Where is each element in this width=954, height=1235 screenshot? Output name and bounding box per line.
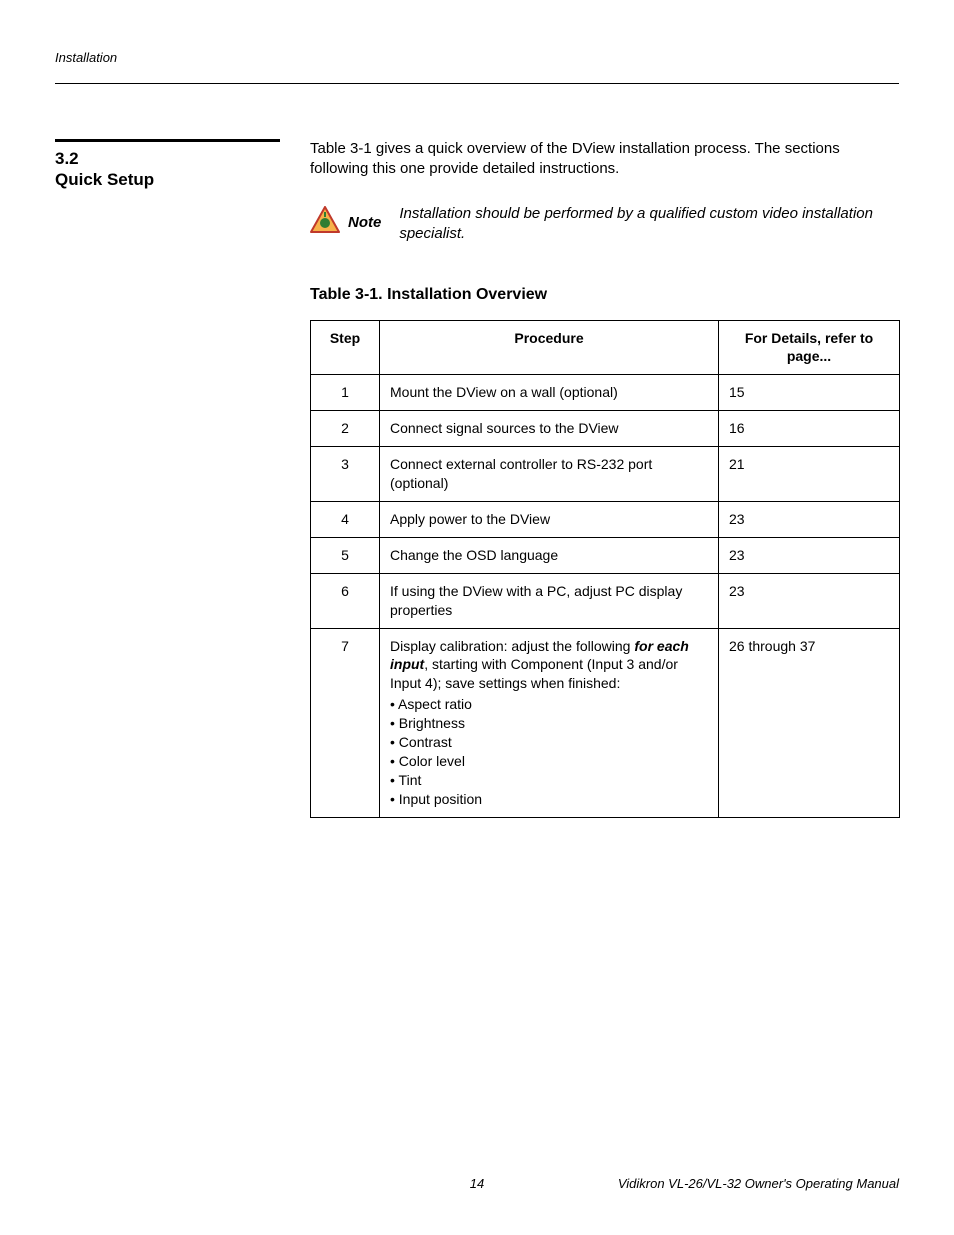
- col-step: Step: [311, 320, 380, 375]
- table-row: 7 Display calibration: adjust the follow…: [311, 628, 900, 817]
- procedure-complex: Display calibration: adjust the followin…: [390, 637, 708, 809]
- note-icon-group: Note: [310, 202, 381, 240]
- table-header-row: Step Procedure For Details, refer to pag…: [311, 320, 900, 375]
- table-row: 3 Connect external controller to RS-232 …: [311, 447, 900, 502]
- cell-step: 4: [311, 501, 380, 537]
- cell-details: 21: [719, 447, 900, 502]
- cell-details: 15: [719, 375, 900, 411]
- table-caption: Table 3-1. Installation Overview: [310, 284, 900, 306]
- proc-bullet: Brightness: [390, 714, 708, 733]
- page-footer: 14 Vidikron VL-26/VL-32 Owner's Operatin…: [55, 1176, 899, 1191]
- proc-bullet: Color level: [390, 752, 708, 771]
- cell-procedure: Connect external controller to RS-232 po…: [380, 447, 719, 502]
- cell-procedure: Change the OSD language: [380, 537, 719, 573]
- cell-procedure: If using the DView with a PC, adjust PC …: [380, 573, 719, 628]
- cell-procedure: Display calibration: adjust the followin…: [380, 628, 719, 817]
- header-rule: [55, 83, 899, 84]
- note-icon: [310, 206, 340, 240]
- table-row: 4 Apply power to the DView 23: [311, 501, 900, 537]
- page-number: 14: [470, 1176, 484, 1191]
- table-row: 5 Change the OSD language 23: [311, 537, 900, 573]
- cell-step: 6: [311, 573, 380, 628]
- section-title: Quick Setup: [55, 169, 300, 190]
- col-procedure: Procedure: [380, 320, 719, 375]
- installation-table: Step Procedure For Details, refer to pag…: [310, 320, 900, 818]
- col-details: For Details, refer to page...: [719, 320, 900, 375]
- cell-details: 26 through 37: [719, 628, 900, 817]
- section-number: 3.2: [55, 148, 300, 169]
- cell-details: 23: [719, 573, 900, 628]
- cell-details: 23: [719, 537, 900, 573]
- cell-details: 16: [719, 411, 900, 447]
- note-text: Installation should be performed by a qu…: [399, 202, 900, 245]
- cell-procedure: Mount the DView on a wall (optional): [380, 375, 719, 411]
- manual-title: Vidikron VL-26/VL-32 Owner's Operating M…: [618, 1176, 899, 1191]
- proc-bullet: Tint: [390, 771, 708, 790]
- page: Installation 3.2 Quick Setup Table 3-1 g…: [0, 0, 954, 1235]
- proc-lead-post: , starting with Component (Input 3 and/o…: [390, 656, 678, 691]
- section-sidebar: 3.2 Quick Setup: [55, 139, 310, 191]
- table-row: 1 Mount the DView on a wall (optional) 1…: [311, 375, 900, 411]
- proc-bullet: Aspect ratio: [390, 695, 708, 714]
- cell-procedure: Connect signal sources to the DView: [380, 411, 719, 447]
- proc-lead-pre: Display calibration: adjust the followin…: [390, 638, 634, 654]
- proc-bullet: Input position: [390, 790, 708, 809]
- table-row: 6 If using the DView with a PC, adjust P…: [311, 573, 900, 628]
- proc-bullets: Aspect ratio Brightness Contrast Color l…: [390, 695, 708, 808]
- cell-procedure: Apply power to the DView: [380, 501, 719, 537]
- cell-details: 23: [719, 501, 900, 537]
- running-header: Installation: [55, 50, 899, 65]
- table-row: 2 Connect signal sources to the DView 16: [311, 411, 900, 447]
- proc-bullet: Contrast: [390, 733, 708, 752]
- cell-step: 3: [311, 447, 380, 502]
- cell-step: 1: [311, 375, 380, 411]
- content-row: 3.2 Quick Setup Table 3-1 gives a quick …: [55, 139, 899, 818]
- cell-step: 7: [311, 628, 380, 817]
- intro-paragraph: Table 3-1 gives a quick overview of the …: [310, 139, 900, 180]
- section-rule: [55, 139, 280, 142]
- main-column: Table 3-1 gives a quick overview of the …: [310, 139, 900, 818]
- cell-step: 2: [311, 411, 380, 447]
- note-label: Note: [348, 213, 381, 233]
- cell-step: 5: [311, 537, 380, 573]
- note-block: Note Installation should be performed by…: [310, 202, 900, 245]
